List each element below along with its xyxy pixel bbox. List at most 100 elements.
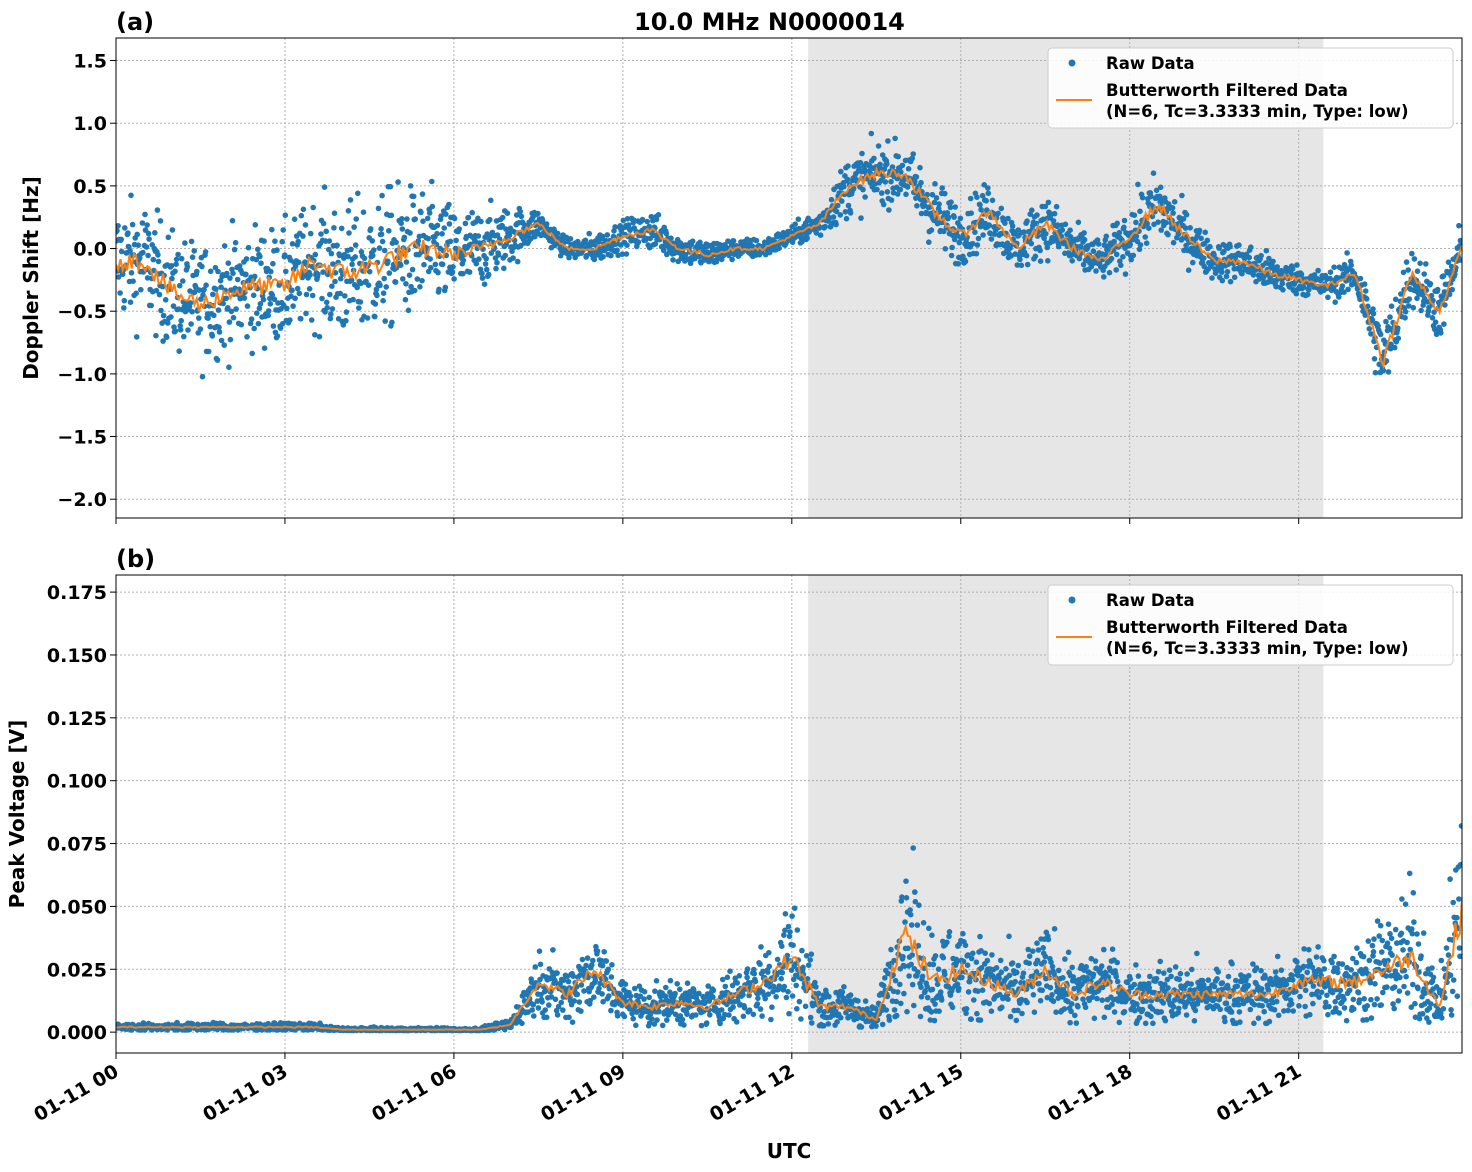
raw-data-point — [1429, 315, 1436, 321]
raw-data-point — [599, 991, 605, 997]
raw-data-point — [1012, 978, 1018, 985]
raw-data-point — [1402, 309, 1409, 315]
raw-data-point — [898, 1000, 904, 1007]
raw-data-point — [1457, 257, 1462, 263]
raw-data-point — [506, 232, 513, 238]
raw-data-point — [1189, 966, 1195, 973]
raw-data-point — [232, 239, 239, 246]
raw-data-point — [1293, 290, 1300, 297]
raw-data-point — [1037, 247, 1043, 254]
raw-data-point — [914, 203, 920, 209]
raw-data-point — [776, 245, 782, 251]
raw-data-point — [1185, 267, 1192, 274]
raw-data-point — [590, 957, 596, 964]
raw-data-point — [909, 155, 915, 162]
raw-data-point — [243, 271, 249, 278]
raw-data-point — [1092, 958, 1099, 964]
raw-data-point — [258, 260, 264, 267]
raw-data-point — [1020, 970, 1027, 976]
raw-data-point — [382, 318, 389, 324]
raw-data-point — [1026, 953, 1033, 959]
raw-data-point — [546, 966, 553, 972]
raw-data-point — [298, 212, 305, 219]
raw-data-point — [932, 181, 938, 187]
raw-data-point — [918, 210, 925, 217]
x-tick-label: 01-11 21 — [1213, 1060, 1305, 1126]
raw-data-point — [1348, 262, 1354, 269]
raw-data-point — [891, 1007, 898, 1013]
raw-data-point — [1028, 240, 1035, 247]
raw-data-point — [116, 274, 122, 280]
raw-data-point — [156, 291, 163, 298]
raw-data-point — [928, 227, 935, 233]
raw-data-point — [880, 201, 887, 208]
raw-data-point — [531, 1013, 537, 1019]
raw-data-point — [1195, 248, 1202, 254]
raw-data-point — [348, 246, 354, 253]
raw-data-point — [1095, 241, 1102, 247]
raw-data-point — [223, 295, 230, 302]
raw-data-point — [644, 218, 650, 225]
raw-data-point — [1281, 1008, 1287, 1014]
panel-b: 01-11 00 01-11 03 01-11 06 01-11 09 01-11 12… — [30, 574, 1463, 1126]
raw-data-point — [903, 191, 909, 198]
raw-data-point — [1041, 235, 1047, 242]
raw-data-point — [918, 984, 924, 990]
raw-data-point — [592, 977, 599, 983]
raw-data-point — [1116, 1019, 1123, 1026]
raw-data-point — [408, 283, 414, 290]
raw-data-point — [899, 162, 906, 169]
raw-data-point — [603, 958, 610, 964]
raw-data-point — [307, 272, 313, 278]
raw-data-point — [914, 922, 921, 928]
raw-data-point — [234, 276, 241, 283]
raw-data-point — [1183, 1012, 1190, 1018]
raw-data-point — [703, 1020, 710, 1026]
raw-data-point — [1261, 1008, 1267, 1015]
raw-data-point — [894, 175, 900, 182]
raw-data-point — [1185, 998, 1191, 1005]
raw-data-point — [1238, 996, 1245, 1002]
raw-data-point — [566, 1014, 572, 1021]
raw-data-point — [1133, 233, 1140, 240]
raw-data-point — [400, 276, 406, 282]
raw-data-point — [1078, 962, 1085, 969]
raw-data-point — [1168, 973, 1174, 980]
raw-data-point — [1175, 231, 1182, 238]
raw-data-point — [557, 252, 564, 259]
raw-data-point — [1007, 243, 1014, 249]
raw-data-point — [419, 191, 426, 197]
raw-data-point — [1034, 957, 1041, 964]
raw-data-point — [312, 332, 318, 338]
raw-data-point — [948, 252, 955, 259]
raw-data-point — [594, 948, 601, 954]
raw-data-point — [1055, 243, 1062, 250]
raw-data-point — [633, 1022, 639, 1029]
raw-data-point — [803, 953, 810, 959]
raw-data-point — [1371, 356, 1378, 362]
raw-data-point — [740, 991, 746, 998]
raw-data-point — [1099, 997, 1105, 1003]
raw-data-point — [817, 232, 824, 238]
raw-data-point — [977, 933, 983, 940]
raw-data-point — [1368, 331, 1374, 337]
raw-data-point — [1362, 288, 1369, 294]
raw-data-point — [1089, 994, 1096, 1000]
raw-data-point — [1065, 949, 1072, 956]
raw-data-point — [882, 975, 888, 981]
raw-data-point — [883, 1007, 890, 1013]
y-tick-label: −2.0 — [57, 489, 107, 511]
raw-data-point — [886, 207, 892, 213]
raw-data-point — [1405, 303, 1412, 309]
raw-data-point — [907, 911, 914, 918]
raw-data-point — [702, 999, 708, 1005]
raw-data-point — [328, 311, 334, 317]
raw-data-point — [1007, 1013, 1014, 1020]
raw-data-point — [310, 204, 317, 211]
raw-data-point — [804, 235, 810, 242]
raw-data-point — [682, 251, 689, 258]
raw-data-point — [1111, 1009, 1118, 1015]
raw-data-point — [873, 1023, 879, 1029]
raw-data-point — [1037, 997, 1044, 1004]
raw-data-point — [321, 184, 328, 190]
